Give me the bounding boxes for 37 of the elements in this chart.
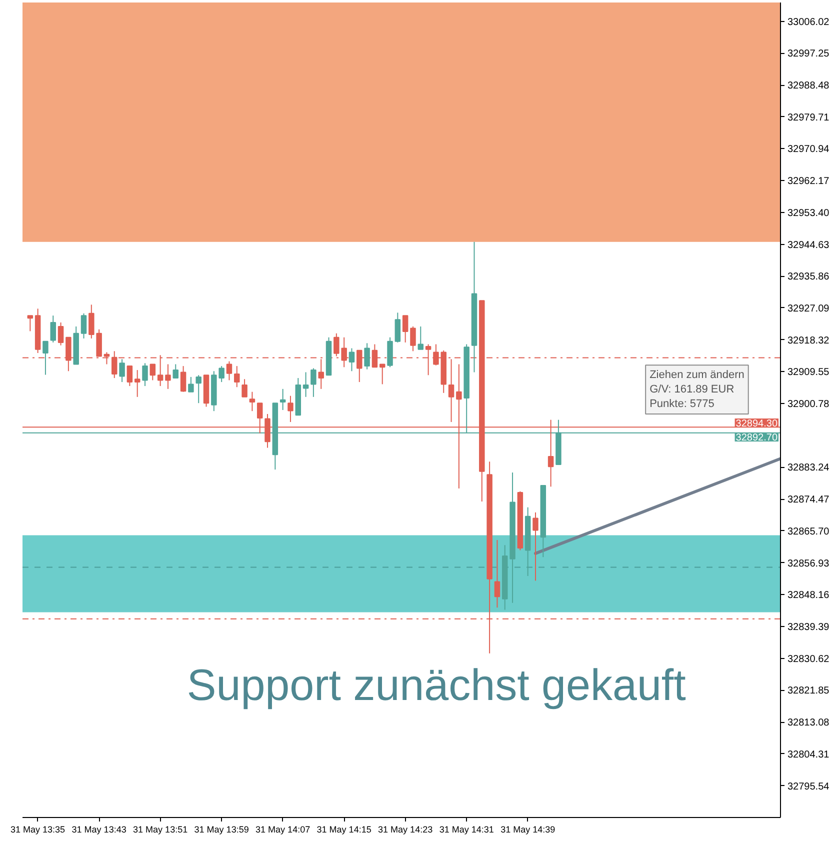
y-tick-label: 32830.62 bbox=[788, 654, 830, 665]
x-tick-label: 31 May 14:39 bbox=[500, 824, 556, 834]
y-tick-label: 32883.24 bbox=[788, 462, 830, 474]
ref-line-label: 32892.70 bbox=[736, 432, 778, 444]
y-tick-label: 32970.94 bbox=[788, 144, 830, 156]
y-tick-label: 32865.70 bbox=[788, 526, 830, 538]
y-tick-label: 32795.54 bbox=[788, 781, 830, 792]
y-tick-label: 33006.02 bbox=[788, 16, 830, 28]
x-tick-label: 31 May 13:59 bbox=[194, 824, 249, 834]
y-tick-label: 32804.31 bbox=[788, 749, 830, 760]
x-tick-label: 31 May 14:23 bbox=[378, 824, 433, 834]
y-tick-label: 32813.08 bbox=[788, 718, 830, 729]
y-tick-label: 32848.16 bbox=[788, 590, 830, 602]
y-tick-label: 32839.39 bbox=[788, 622, 830, 633]
y-tick-label: 32953.40 bbox=[788, 208, 830, 219]
x-tick-label: 31 May 13:43 bbox=[72, 824, 126, 834]
x-tick-label: 31 May 14:15 bbox=[316, 824, 372, 834]
y-tick-label: 32856.93 bbox=[788, 558, 830, 570]
annotation: Ziehen zum ändern G/V: 161.89 EUR Punkte: 5775 bbox=[650, 369, 744, 410]
x-tick-label: 31 May 14:07 bbox=[256, 824, 310, 834]
y-tick-label: 32927.09 bbox=[788, 303, 830, 314]
y-tick-label: 32874.47 bbox=[788, 494, 830, 506]
y-tick-label: 32979.71 bbox=[788, 112, 830, 124]
y-tick-label: 32900.78 bbox=[788, 399, 830, 410]
y-tick-label: 32821.85 bbox=[788, 686, 830, 697]
y-tick-label: 32935.86 bbox=[788, 272, 830, 283]
y-tick-label: 32944.63 bbox=[788, 240, 830, 251]
y-tick-label: 32909.55 bbox=[788, 367, 830, 378]
x-tick-label: 31 May 14:31 bbox=[439, 824, 494, 834]
ref-line-label: 32894.30 bbox=[736, 418, 778, 430]
y-tick-label: 32918.32 bbox=[788, 335, 830, 346]
y-tick-label: 32988.48 bbox=[788, 80, 830, 92]
y-tick-label: 32962.17 bbox=[788, 176, 830, 188]
x-tick-label: 31 May 13:35 bbox=[10, 824, 66, 834]
x-tick-label: 31 May 13:51 bbox=[133, 824, 188, 834]
y-tick-label: 32997.25 bbox=[788, 48, 830, 60]
text: Support zunächst gekauft bbox=[186, 660, 686, 710]
